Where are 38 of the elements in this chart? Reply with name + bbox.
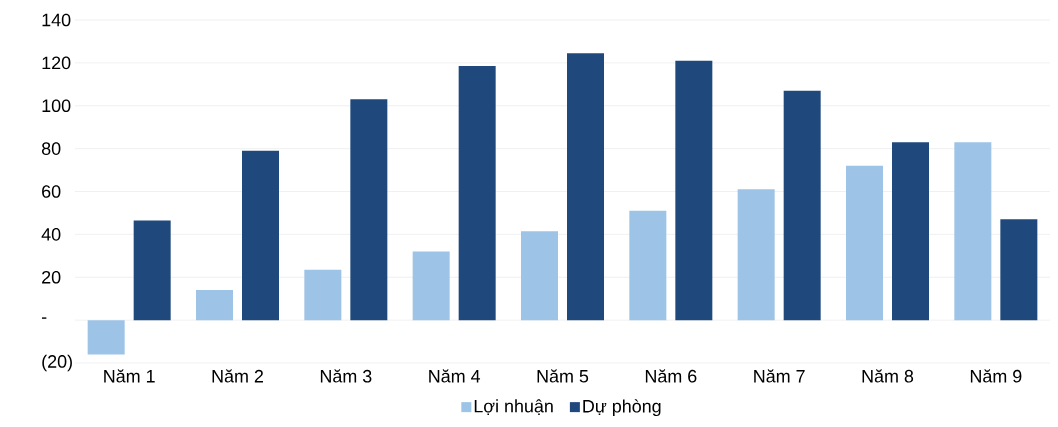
y-tick-label: 40 — [41, 228, 61, 241]
y-tick-label: 60 — [42, 185, 61, 198]
x-tick-label: Năm 3 — [320, 369, 372, 383]
x-tick-label: Năm 2 — [212, 369, 263, 383]
bar — [521, 231, 558, 321]
bar — [304, 269, 342, 321]
y-tick-label: (20) — [42, 354, 72, 372]
bar — [196, 290, 233, 321]
bar — [954, 142, 992, 321]
y-tick-label: 140 — [42, 13, 71, 27]
x-tick-label: Năm 4 — [429, 369, 481, 383]
x-tick-label: Năm 8 — [862, 369, 914, 383]
y-tick-label: 120 — [42, 56, 71, 70]
bar — [133, 220, 171, 321]
y-tick-label: 100 — [42, 99, 71, 113]
bar — [567, 53, 604, 321]
bar — [892, 142, 929, 321]
bar — [458, 66, 496, 321]
bar — [737, 189, 775, 321]
bar — [242, 150, 279, 321]
y-tick-label: 80 — [41, 142, 61, 155]
legend-label: Lợi nhuận — [474, 399, 553, 416]
x-tick-label: Năm 9 — [970, 369, 1022, 383]
bar — [846, 165, 883, 321]
bar — [675, 60, 713, 321]
x-tick-label: Năm 7 — [754, 369, 805, 383]
y-tick-label: 20 — [42, 270, 61, 284]
bar — [629, 210, 667, 321]
bar — [783, 90, 821, 321]
bar — [87, 320, 125, 355]
bar — [1000, 219, 1038, 321]
legend-label: Dự phòng — [583, 399, 661, 417]
y-tick-label: - — [41, 317, 47, 319]
x-tick-label: Năm 6 — [645, 369, 697, 383]
bar — [350, 99, 388, 321]
bar — [412, 251, 450, 321]
x-tick-label: Năm 5 — [537, 369, 589, 383]
x-tick-label: Năm 1 — [104, 369, 155, 383]
